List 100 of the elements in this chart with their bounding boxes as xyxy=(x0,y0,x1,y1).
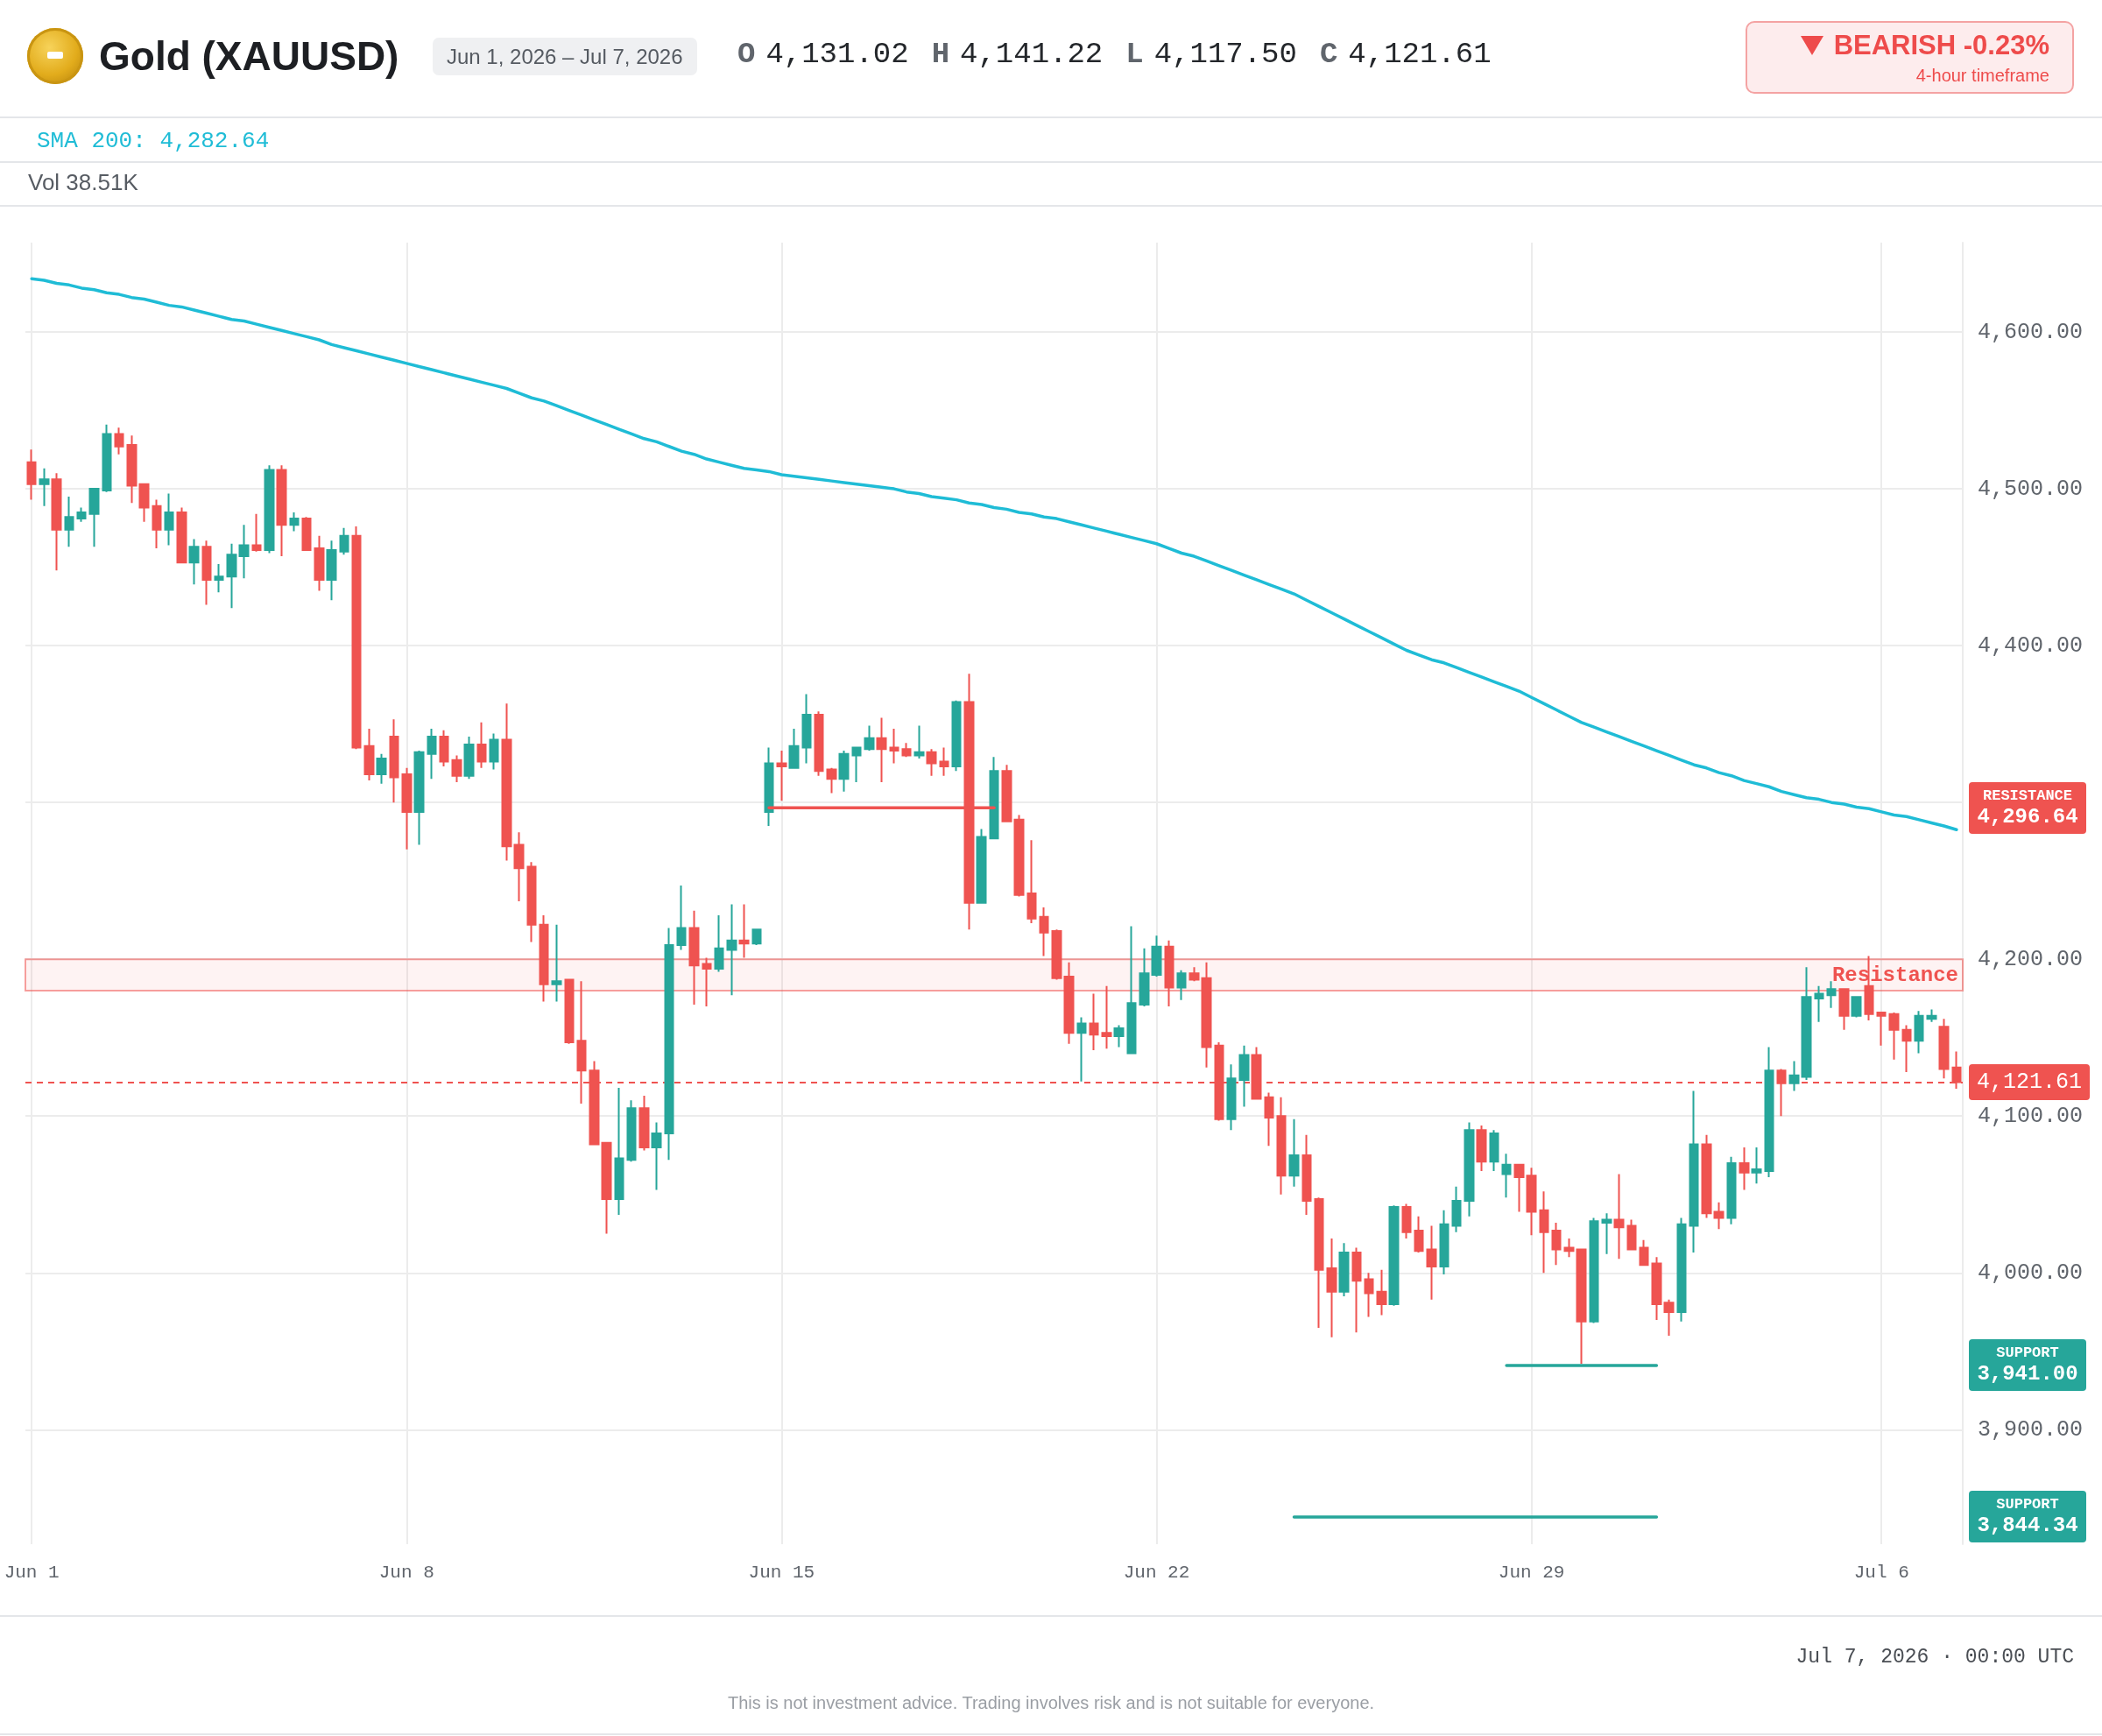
candlestick xyxy=(526,861,537,943)
candlestick xyxy=(1001,764,1012,822)
candlestick xyxy=(176,506,187,564)
candlestick xyxy=(688,909,700,1006)
candlestick xyxy=(1788,1060,1800,1092)
text: Jul 7, 2026 · 00:00 UTC xyxy=(1795,1646,2074,1669)
text: O 4,131.02 H 4,141.22 L 4,117.50 C 4,121.61 xyxy=(737,38,1492,71)
text: SMA 200: 4,282.64 xyxy=(37,128,270,154)
candlestick xyxy=(539,914,549,1003)
candlestick xyxy=(339,526,349,556)
candlestick xyxy=(289,511,300,533)
candlestick xyxy=(951,699,962,773)
candlestick xyxy=(626,1099,637,1163)
candlestick xyxy=(51,472,62,572)
candlestick xyxy=(1663,1298,1675,1337)
candlestick xyxy=(1576,1248,1587,1366)
candlestick xyxy=(564,978,575,1045)
x-tick-label: Jun 8 xyxy=(378,1563,434,1583)
candlestick xyxy=(651,1121,662,1191)
candlestick xyxy=(152,498,162,550)
text: Vol 38.51K xyxy=(28,168,138,196)
candlestick xyxy=(614,1087,624,1217)
x-tick-label: Jun 22 xyxy=(1123,1563,1190,1583)
candlestick xyxy=(1076,1016,1087,1083)
candlestick xyxy=(1489,1129,1499,1172)
candlestick xyxy=(351,526,362,751)
candlestick xyxy=(463,735,475,780)
y-tick-label: 4,200.00 xyxy=(1978,946,2084,972)
candlestick xyxy=(1751,1147,1762,1185)
candlestick xyxy=(1563,1237,1575,1259)
candlestick xyxy=(1238,1044,1250,1108)
candlestick xyxy=(1914,1010,1924,1055)
candlestick xyxy=(1739,1147,1750,1191)
candlestick xyxy=(1314,1196,1324,1329)
candlestick xyxy=(801,693,812,765)
candlestick xyxy=(1026,839,1037,925)
candlestick xyxy=(1901,1024,1912,1074)
candlestick xyxy=(851,746,862,783)
candlestick xyxy=(738,903,750,959)
candlestick xyxy=(214,563,224,594)
candlestick xyxy=(1176,969,1187,1001)
x-tick-label: Jun 1 xyxy=(4,1563,60,1583)
candlestick xyxy=(1676,1217,1687,1323)
candlestick xyxy=(676,885,687,951)
candlestick xyxy=(314,534,325,592)
candlestick xyxy=(838,750,850,793)
candlestick xyxy=(26,448,37,501)
candlestick xyxy=(301,516,312,551)
y-tick-label: 4,500.00 xyxy=(1978,476,2084,502)
candlestick xyxy=(926,748,937,777)
candlestick xyxy=(1151,935,1162,977)
candlestick xyxy=(76,506,87,523)
candlestick xyxy=(1226,1063,1237,1132)
text: 4-hour timeframe xyxy=(1915,66,2049,86)
candlestick xyxy=(1551,1221,1562,1267)
candlestick xyxy=(427,728,437,780)
candlestick xyxy=(1526,1167,1537,1237)
candlestick xyxy=(126,434,138,505)
candlestick xyxy=(1701,1133,1712,1219)
candlestick xyxy=(714,914,724,973)
candlestick xyxy=(1113,1024,1125,1048)
candlestick xyxy=(1089,992,1099,1052)
candlestick xyxy=(1164,939,1174,1007)
candlestick xyxy=(1201,961,1212,1069)
candlestick xyxy=(1189,966,1200,983)
candlestick xyxy=(413,750,425,846)
candlestick xyxy=(64,496,74,548)
candlestick xyxy=(1251,1046,1262,1100)
candlestick xyxy=(1439,1209,1450,1276)
candlestick xyxy=(1426,1224,1437,1301)
candlestick xyxy=(726,903,737,997)
x-tick-label: Jun 15 xyxy=(748,1563,815,1583)
candlestick xyxy=(1938,1018,1950,1080)
candlestick xyxy=(1888,1012,1900,1061)
candlestick xyxy=(1451,1185,1462,1233)
x-tick-label: Jul 6 xyxy=(1853,1563,1909,1583)
candlestick xyxy=(201,540,212,606)
line-series xyxy=(30,277,1958,831)
candlestick xyxy=(1401,1203,1412,1239)
candlestick xyxy=(376,752,387,785)
candlestick xyxy=(1826,980,1837,1009)
candlestick xyxy=(489,732,499,771)
chart-subtitle: Jun 1, 2026 – Jul 7, 2026 xyxy=(433,38,697,75)
candlestick xyxy=(1851,996,1862,1019)
candlestick xyxy=(1814,984,1824,1023)
candlestick xyxy=(1764,1046,1774,1179)
candlestick xyxy=(939,746,949,777)
candlestick xyxy=(1838,988,1850,1031)
candlestick xyxy=(1338,1242,1350,1298)
candlestick xyxy=(1276,1096,1287,1196)
candlestick xyxy=(1126,925,1137,1055)
candlestick xyxy=(1639,1238,1649,1267)
candlestick xyxy=(1926,1008,1937,1023)
candlestick xyxy=(764,746,774,828)
candlestick xyxy=(864,724,875,752)
candlestick xyxy=(1651,1256,1662,1321)
candlestick xyxy=(976,828,987,904)
candlestick xyxy=(776,750,787,802)
candlestick xyxy=(1364,1272,1374,1318)
candlestick xyxy=(1013,814,1025,898)
